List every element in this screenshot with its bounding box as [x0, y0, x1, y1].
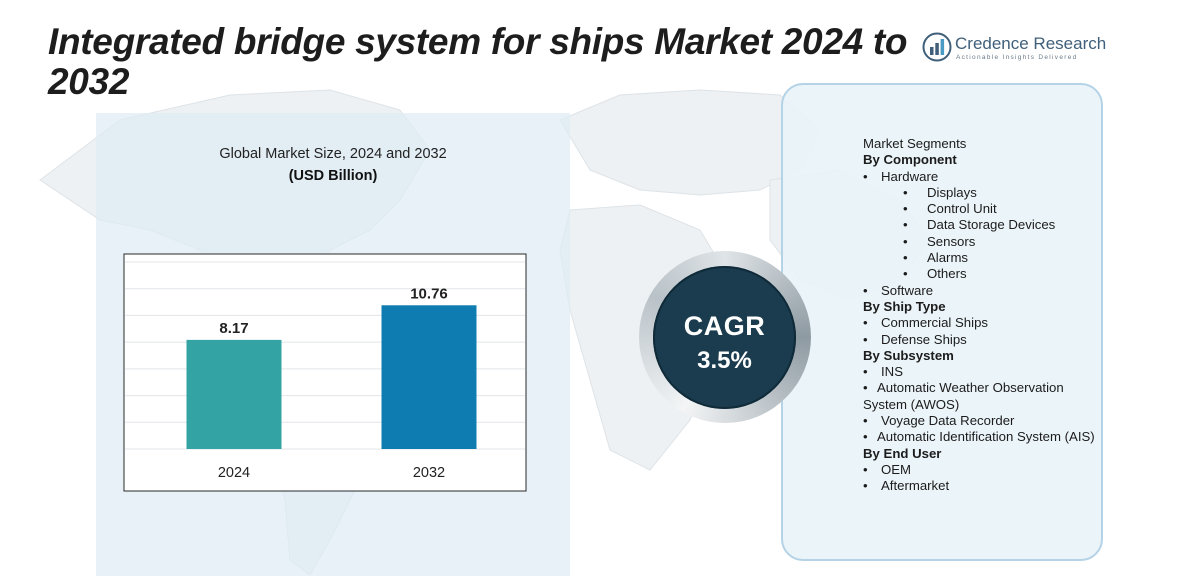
bullet-icon: •	[903, 184, 908, 200]
bullet-icon: •	[863, 461, 868, 477]
segments-list: Market Segments By Component • Hardware • Di…	[863, 136, 1103, 495]
logo-name: Credence Research	[955, 34, 1107, 53]
segment-item: • Voyage Data Recorder	[863, 413, 1103, 429]
bullet-icon: •	[863, 478, 868, 494]
logo-bar-chart-icon	[922, 32, 952, 62]
segment-group-title: By Component	[863, 152, 957, 168]
segment-subitem-label: Sensors	[927, 233, 976, 249]
segment-subitem: • Displays	[863, 185, 1103, 201]
x-tick-label: 2032	[413, 465, 445, 481]
logo-tagline: Actionable Insights Delivered	[956, 54, 1078, 61]
cagr-label: CAGR	[683, 311, 766, 341]
segment-item: • INS	[863, 364, 1103, 380]
segment-subitem: • Data Storage Devices	[863, 217, 1103, 233]
labels: 8.17 2024 10.76 2032	[218, 285, 448, 481]
segment-item-label: Automatic Weather Observation System (AW…	[863, 380, 1064, 412]
segment-subitem-label: Displays	[927, 184, 977, 200]
bullet-icon: •	[863, 429, 868, 445]
bars	[186, 305, 477, 449]
cagr-badge	[653, 266, 796, 409]
segment-subitem: • Others	[863, 266, 1103, 282]
segment-item: • Software	[863, 283, 1103, 299]
x-tick-label: 2024	[218, 465, 250, 481]
segment-item-label: OEM	[881, 461, 912, 477]
segment-subitem-label: Alarms	[927, 250, 969, 266]
segment-item: • Automatic Identification System (AIS)	[863, 429, 1103, 445]
segment-group-title: By End User	[863, 445, 942, 461]
bullet-icon: •	[903, 266, 908, 282]
segments-heading: Market Segments	[863, 136, 967, 151]
segment-group-title: By Ship Type	[863, 298, 946, 314]
segment-item: • Defense Ships	[863, 332, 1103, 348]
credence-research-logo: Credence Research Actionable Insights De…	[922, 32, 1112, 66]
chart-title: Global Market Size, 2024 and 2032	[219, 146, 447, 162]
segment-item: • Aftermarket	[863, 478, 1103, 494]
segment-subitem-label: Others	[927, 266, 967, 282]
bullet-icon: •	[863, 282, 868, 298]
segment-item: • Automatic Weather Observation System (A…	[863, 380, 1103, 413]
segment-item: • OEM	[863, 462, 1103, 478]
chart-unit: (USD Billion)	[288, 168, 378, 184]
segment-item: • Commercial Ships	[863, 315, 1103, 331]
bullet-icon: •	[903, 233, 908, 249]
segment-subitem: • Sensors	[863, 234, 1103, 250]
segment-item: • Hardware	[863, 169, 1103, 185]
segment-item-label: Aftermarket	[881, 478, 950, 494]
bullet-icon: •	[863, 168, 868, 184]
bullet-icon: •	[903, 201, 908, 217]
segment-subitem: • Control Unit	[863, 201, 1103, 217]
bar-2024	[186, 339, 282, 449]
bullet-icon: •	[863, 380, 868, 396]
segment-item-label: Commercial Ships	[881, 315, 988, 331]
segment-item-label: Hardware	[881, 168, 939, 184]
bullet-icon: •	[863, 413, 868, 429]
bar-2032	[381, 305, 477, 449]
segment-group-title: By Subsystem	[863, 347, 954, 363]
bullet-icon: •	[903, 217, 908, 233]
page-title: Integrated bridge system for ships Marke…	[48, 21, 908, 102]
bullet-icon: •	[863, 331, 868, 347]
bullet-icon: •	[903, 250, 908, 266]
segment-item-label: INS	[881, 364, 903, 380]
bullet-icon: •	[863, 364, 868, 380]
cagr-value: 3.5%	[697, 347, 752, 374]
segment-item-label: Automatic Identification System (AIS)	[877, 429, 1095, 445]
segment-item-label: Software	[881, 282, 934, 298]
segment-subitem: • Alarms	[863, 250, 1103, 266]
data-label: 8.17	[219, 320, 248, 337]
data-label: 10.76	[410, 285, 448, 302]
bullet-icon: •	[863, 315, 868, 331]
segment-subitem-label: Control Unit	[927, 201, 997, 217]
segment-item-label: Voyage Data Recorder	[881, 413, 1015, 429]
segments-panel	[781, 83, 1103, 561]
segment-subitem-label: Data Storage Devices	[927, 217, 1056, 233]
segment-item-label: Defense Ships	[881, 331, 967, 347]
